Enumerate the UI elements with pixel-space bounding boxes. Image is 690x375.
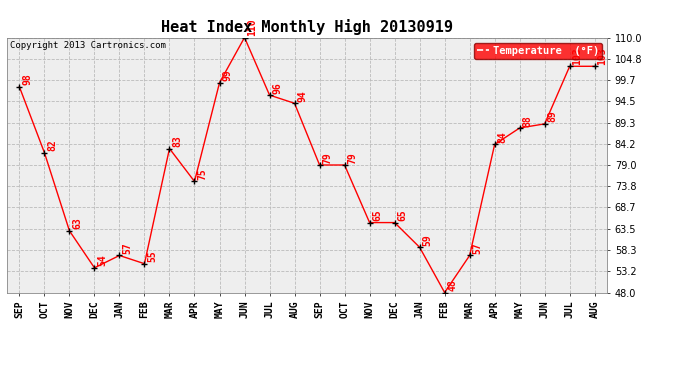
Text: 57: 57 xyxy=(473,242,482,254)
Text: 103: 103 xyxy=(573,47,582,65)
Text: 48: 48 xyxy=(447,279,457,291)
Text: 84: 84 xyxy=(497,131,507,143)
Text: 96: 96 xyxy=(273,82,282,94)
Text: 59: 59 xyxy=(422,234,433,246)
Text: 54: 54 xyxy=(97,255,107,266)
Text: 99: 99 xyxy=(222,70,233,81)
Text: 55: 55 xyxy=(147,251,157,262)
Text: 65: 65 xyxy=(373,210,382,221)
Text: 94: 94 xyxy=(297,90,307,102)
Title: Heat Index Monthly High 20130919: Heat Index Monthly High 20130919 xyxy=(161,19,453,35)
Text: 79: 79 xyxy=(347,152,357,164)
Text: 89: 89 xyxy=(547,111,558,123)
Text: 98: 98 xyxy=(22,74,32,86)
Text: 83: 83 xyxy=(172,135,182,147)
Text: Copyright 2013 Cartronics.com: Copyright 2013 Cartronics.com xyxy=(10,41,166,50)
Text: 65: 65 xyxy=(397,210,407,221)
Text: 63: 63 xyxy=(72,217,82,229)
Text: 79: 79 xyxy=(322,152,333,164)
Text: 82: 82 xyxy=(47,140,57,151)
Text: 103: 103 xyxy=(598,47,607,65)
Text: 57: 57 xyxy=(122,242,132,254)
Text: 110: 110 xyxy=(247,18,257,36)
Text: 75: 75 xyxy=(197,168,207,180)
Legend: Temperature  (°F): Temperature (°F) xyxy=(474,43,602,59)
Text: 88: 88 xyxy=(522,115,533,127)
